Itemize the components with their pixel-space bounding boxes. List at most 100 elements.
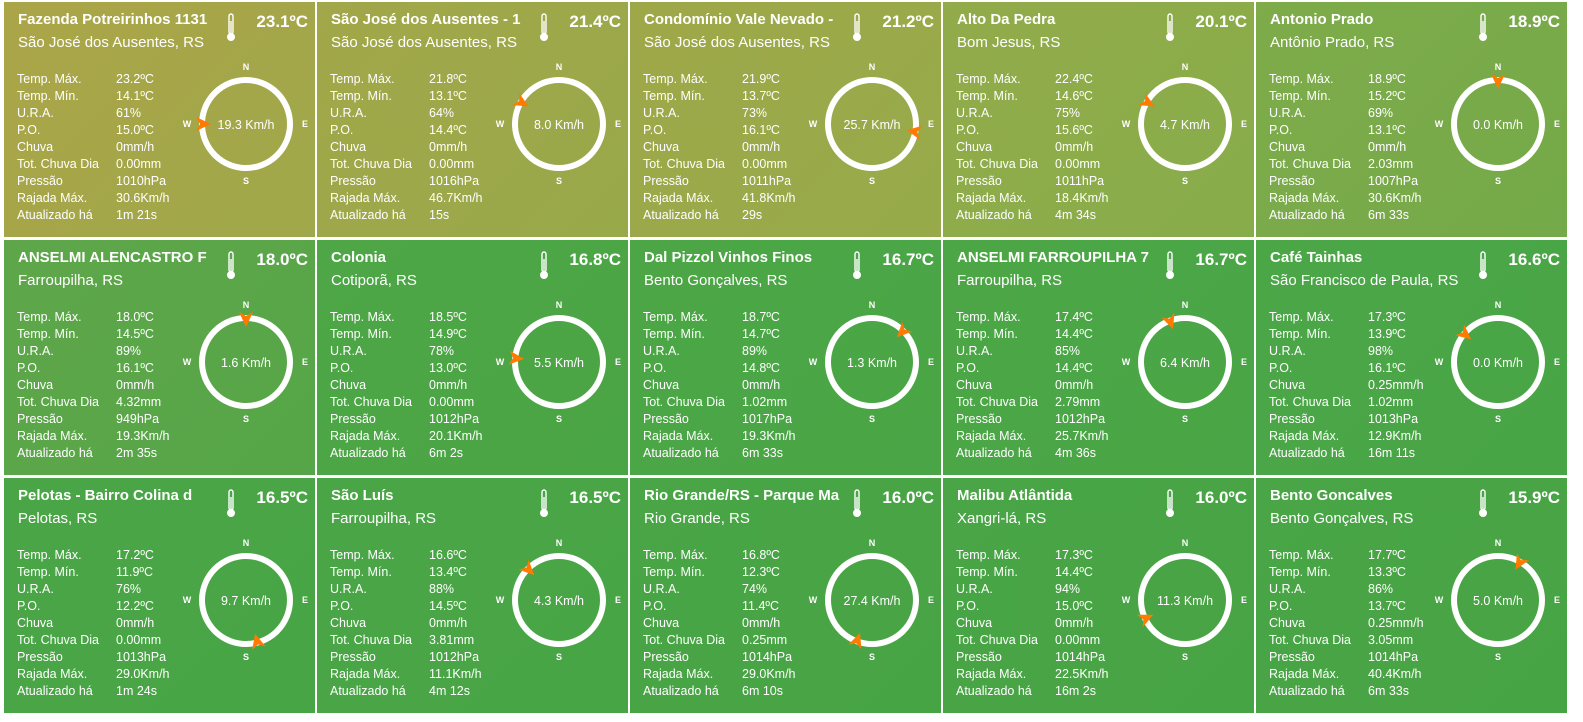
station-card[interactable]: ANSELMI FARROUPILHA 7 Farroupilha, RS 16.7… [943,240,1254,475]
station-name[interactable]: Bento Goncalves [1270,487,1393,504]
station-name[interactable]: ANSELMI FARROUPILHA 7 [957,249,1149,266]
compass-label-e: E [302,595,308,605]
station-city: Rio Grande, RS [644,510,750,527]
station-name[interactable]: Fazenda Potreirinhos 1131 [18,11,208,28]
station-name[interactable]: São Luís [331,487,394,504]
compass-label-n: N [556,62,563,72]
compass-label-e: E [928,595,934,605]
measurement-value: 18.0ºC [116,310,154,324]
measurement-value: 18.7ºC [742,310,780,324]
measurement-label: Chuva [1269,616,1306,630]
wind-compass: N S E W 1.3 Km/h [809,300,934,424]
station-card[interactable]: Bento Goncalves Bento Gonçalves, RS 15.9ºC… [1256,478,1567,713]
station-name[interactable]: Alto Da Pedra [957,11,1056,28]
measurement-value: 13.9ºC [1368,327,1406,341]
measurement-label: Temp. Máx. [1269,548,1334,562]
station-card[interactable]: São José dos Ausentes - 1 São José dos Au… [317,2,628,237]
measurement-value: 20.1Km/h [429,429,483,443]
measurement-label: Chuva [643,140,680,154]
station-card[interactable]: Condomínio Vale Nevado - São José dos Au… [630,2,941,237]
measurement-label: Temp. Mín. [17,89,79,103]
wind-speed: 5.5 Km/h [534,356,584,370]
station-card[interactable]: Antonio Prado Antônio Prado, RS 18.9ºC Temp… [1256,2,1567,237]
station-name[interactable]: Condomínio Vale Nevado - [644,11,834,28]
compass-ring [1451,315,1545,409]
measurement-value: 1011hPa [742,174,792,188]
measurement-value: 6m 33s [1368,208,1409,222]
measurement-label: Tot. Chuva Dia [17,395,99,409]
measurement-value: 14.5ºC [116,327,154,341]
measurement-label: Temp. Máx. [643,548,708,562]
wind-direction-arrow-icon [1138,92,1155,107]
current-temperature: 21.4ºC [569,12,621,31]
measurement-label: P.O. [643,599,667,613]
measurement-value: 14.4ºC [1055,327,1093,341]
station-card[interactable]: ANSELMI ALENCASTRO F Farroupilha, RS 18.0º… [4,240,315,475]
station-city: Xangri-lá, RS [957,510,1047,527]
wind-direction-arrow-icon [239,312,253,327]
station-name[interactable]: ANSELMI ALENCASTRO F [18,249,207,266]
measurement-label: Atualizado há [17,446,93,460]
station-card[interactable]: Alto Da Pedra Bom Jesus, RS 20.1ºC Temp. Má… [943,2,1254,237]
measurement-label: Atualizado há [1269,208,1345,222]
wind-speed: 5.0 Km/h [1473,594,1523,608]
measurement-value: 0.00mm [429,395,475,409]
measurement-label: Pressão [1269,650,1315,664]
wind-speed: 0.0 Km/h [1473,118,1523,132]
measurement-value: 13.7ºC [1368,599,1406,613]
measurement-label: U.R.A. [1269,582,1306,596]
measurement-label: Pressão [956,412,1002,426]
station-name[interactable]: Colonia [331,249,386,266]
current-temperature: 18.9ºC [1508,12,1560,31]
current-temperature: 23.1ºC [256,12,308,31]
current-temperature: 16.7ºC [1195,250,1247,269]
compass-label-s: S [556,176,562,186]
station-card[interactable]: Dal Pizzol Vinhos Finos Bento Gonçalves, … [630,240,941,475]
measurement-value: 0mm/h [742,378,781,392]
measurement-label: Rajada Máx. [17,667,88,681]
station-name[interactable]: Pelotas - Bairro Colina d [18,487,193,504]
station-card[interactable]: Café Tainhas São Francisco de Paula, RS 16… [1256,240,1567,475]
measurement-value: 89% [742,344,768,358]
measurement-label: Temp. Máx. [956,548,1021,562]
measurement-label: Tot. Chuva Dia [643,395,725,409]
station-card[interactable]: Fazenda Potreirinhos 1131 São José dos Au… [4,2,315,237]
measurement-label: Pressão [1269,412,1315,426]
station-name[interactable]: Café Tainhas [1270,249,1363,266]
station-card[interactable]: Malibu Atlântida Xangri-lá, RS 16.0ºC Temp.… [943,478,1254,713]
compass-label-n: N [1182,62,1189,72]
compass-label-e: E [615,595,621,605]
measurement-label: Tot. Chuva Dia [956,157,1038,171]
thermometer-icon [853,13,861,41]
current-temperature: 16.6ºC [1508,250,1560,269]
station-name[interactable]: Dal Pizzol Vinhos Finos [644,249,813,266]
compass-ring [1451,553,1545,647]
measurement-label: U.R.A. [330,582,367,596]
station-card[interactable]: Pelotas - Bairro Colina d Pelotas, RS 16.5… [4,478,315,713]
measurement-label: U.R.A. [643,582,680,596]
measurement-label: Rajada Máx. [956,429,1027,443]
station-name[interactable]: Rio Grande/RS - Parque Ma [644,487,840,504]
compass-label-w: W [1435,119,1444,129]
measurement-value: 0.25mm [742,633,788,647]
measurement-label: Pressão [1269,174,1315,188]
station-card[interactable]: Rio Grande/RS - Parque Ma Rio Grande, RS 1… [630,478,941,713]
station-card[interactable]: São Luís Farroupilha, RS 16.5ºC Temp. Máx. 1… [317,478,628,713]
measurement-value: 15.0ºC [1055,599,1093,613]
compass-label-w: W [496,357,505,367]
station-name[interactable]: Antonio Prado [1270,11,1374,28]
wind-speed: 1.3 Km/h [847,356,897,370]
measurement-label: P.O. [17,123,41,137]
measurement-label: Rajada Máx. [1269,667,1340,681]
measurement-value: 15.6ºC [1055,123,1093,137]
station-card[interactable]: Colonia Cotiporã, RS 16.8ºC Temp. Máx. 18.5º… [317,240,628,475]
measurement-label: Pressão [330,174,376,188]
station-name[interactable]: São José dos Ausentes - 1 [331,11,521,28]
measurement-value: 1014hPa [1368,650,1419,664]
station-name[interactable]: Malibu Atlântida [957,487,1073,504]
wind-compass: N S E W 25.7 Km/h [809,62,934,186]
measurement-value: 13.1ºC [1368,123,1406,137]
measurement-value: 14.6ºC [1055,89,1093,103]
compass-label-e: E [1241,119,1247,129]
measurement-label: Chuva [956,378,993,392]
